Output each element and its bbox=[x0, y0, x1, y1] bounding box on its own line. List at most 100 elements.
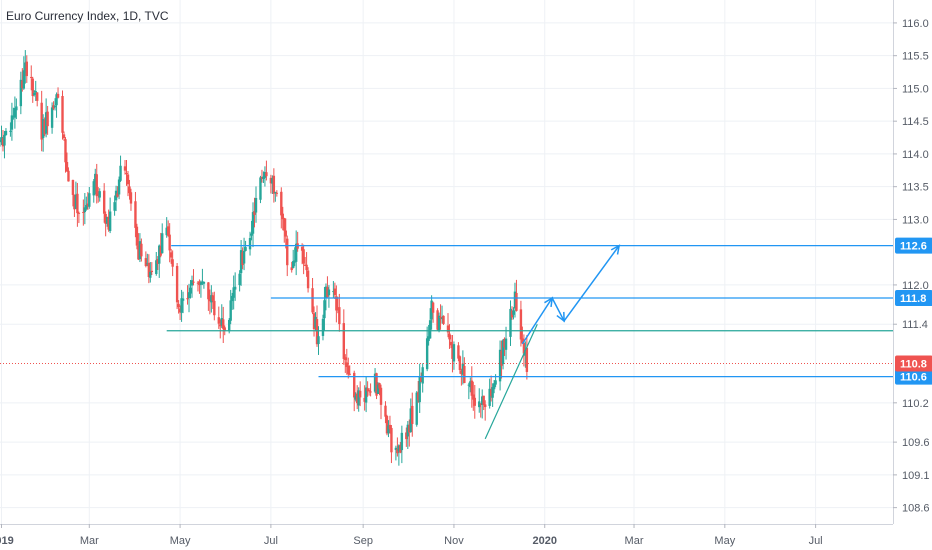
candle-body bbox=[113, 202, 116, 211]
candle-body bbox=[177, 303, 180, 308]
candle-body bbox=[187, 292, 191, 299]
candle-body bbox=[311, 288, 314, 313]
candle-body bbox=[418, 376, 421, 403]
candle-body bbox=[62, 134, 66, 139]
candle-body bbox=[442, 315, 445, 324]
candle-body bbox=[472, 394, 475, 400]
candle-body bbox=[9, 130, 12, 132]
candle-body bbox=[473, 397, 476, 406]
candle-body bbox=[303, 264, 307, 266]
price-badge bbox=[895, 355, 932, 372]
candle-body bbox=[326, 287, 329, 297]
candle-body bbox=[3, 134, 6, 146]
candle-body bbox=[144, 258, 148, 266]
y-tick-label: 112.0 bbox=[902, 280, 929, 292]
candle-body bbox=[489, 389, 493, 396]
candle-body bbox=[469, 381, 472, 388]
candle-body bbox=[12, 115, 15, 117]
candle-body bbox=[396, 449, 399, 454]
candle-body bbox=[430, 300, 433, 320]
candle-body bbox=[513, 291, 517, 309]
candle-body bbox=[241, 252, 244, 266]
candle-body bbox=[229, 300, 232, 321]
candle-body bbox=[439, 316, 442, 318]
price-badge bbox=[895, 237, 932, 254]
candle-body bbox=[457, 345, 460, 359]
candle-body bbox=[336, 308, 340, 310]
arrowhead bbox=[544, 296, 554, 308]
candle-body bbox=[333, 288, 337, 296]
candle-body bbox=[397, 445, 401, 452]
candle-body bbox=[40, 102, 43, 140]
candle-body bbox=[323, 300, 326, 319]
candle-body bbox=[357, 390, 360, 406]
y-tick-label: 108.6 bbox=[902, 503, 930, 515]
candle-body bbox=[294, 243, 298, 262]
candle-body bbox=[213, 300, 216, 316]
candle-body bbox=[15, 106, 18, 111]
candle-body bbox=[390, 427, 393, 453]
candle-body bbox=[367, 390, 371, 392]
candle-body bbox=[494, 380, 497, 385]
candle-body bbox=[300, 246, 304, 251]
candle-body bbox=[364, 387, 368, 403]
candle-body bbox=[77, 212, 81, 214]
candle-body bbox=[21, 80, 24, 89]
x-tick-label: May bbox=[170, 535, 191, 547]
candle-body bbox=[159, 246, 162, 256]
candle-body bbox=[22, 70, 26, 89]
candle-body bbox=[293, 260, 296, 263]
candle-body bbox=[427, 336, 430, 341]
candle-body bbox=[451, 345, 454, 359]
candle-body bbox=[211, 295, 215, 301]
x-tick-label: Jul bbox=[809, 535, 823, 547]
candle-body bbox=[76, 193, 79, 214]
candle-body bbox=[460, 370, 463, 375]
candle-body bbox=[196, 282, 200, 284]
candle-body bbox=[248, 237, 252, 250]
candle-body bbox=[83, 207, 87, 213]
candle-body bbox=[492, 383, 496, 390]
candle-body bbox=[1, 138, 5, 147]
chart-title: Euro Currency Index, 1D, TVC bbox=[6, 9, 169, 23]
candle-body bbox=[189, 287, 192, 294]
candle-body bbox=[56, 93, 60, 98]
x-tick-label: 2020 bbox=[532, 535, 556, 547]
candle-body bbox=[149, 271, 152, 278]
candle-body bbox=[44, 112, 48, 134]
candle-body bbox=[385, 416, 389, 434]
candle-body bbox=[65, 161, 69, 172]
candle-body bbox=[363, 397, 366, 402]
candle-body bbox=[251, 212, 255, 234]
candle-body bbox=[34, 91, 37, 93]
candle-body bbox=[114, 190, 118, 201]
candle-body bbox=[366, 388, 369, 392]
candle-body bbox=[239, 250, 243, 274]
y-tick-label: 110.2 bbox=[902, 398, 929, 410]
y-tick-label: 113.5 bbox=[902, 182, 929, 194]
candle-body bbox=[338, 307, 341, 325]
candle-body bbox=[446, 325, 450, 333]
candle-body bbox=[31, 78, 34, 97]
candle-body bbox=[302, 249, 305, 264]
candle-body bbox=[233, 286, 237, 290]
candle-body bbox=[290, 267, 293, 271]
y-tick-label: 115.0 bbox=[902, 83, 929, 95]
candle-body bbox=[280, 191, 283, 216]
candle-body bbox=[67, 170, 70, 182]
candle-body bbox=[158, 245, 161, 264]
candle-body bbox=[482, 395, 485, 405]
candle-body bbox=[353, 372, 356, 398]
candle-body bbox=[95, 174, 98, 197]
candle-body bbox=[376, 384, 380, 394]
candle-body bbox=[178, 308, 182, 313]
candle-body bbox=[168, 234, 171, 251]
candle-body bbox=[463, 365, 466, 384]
candle-body bbox=[147, 262, 151, 278]
candle-body bbox=[354, 395, 357, 400]
candle-body bbox=[488, 388, 491, 406]
candle-body bbox=[342, 323, 346, 359]
candle-body bbox=[88, 193, 91, 207]
price-badge-label: 110.6 bbox=[900, 372, 927, 384]
candle-body bbox=[25, 61, 28, 77]
